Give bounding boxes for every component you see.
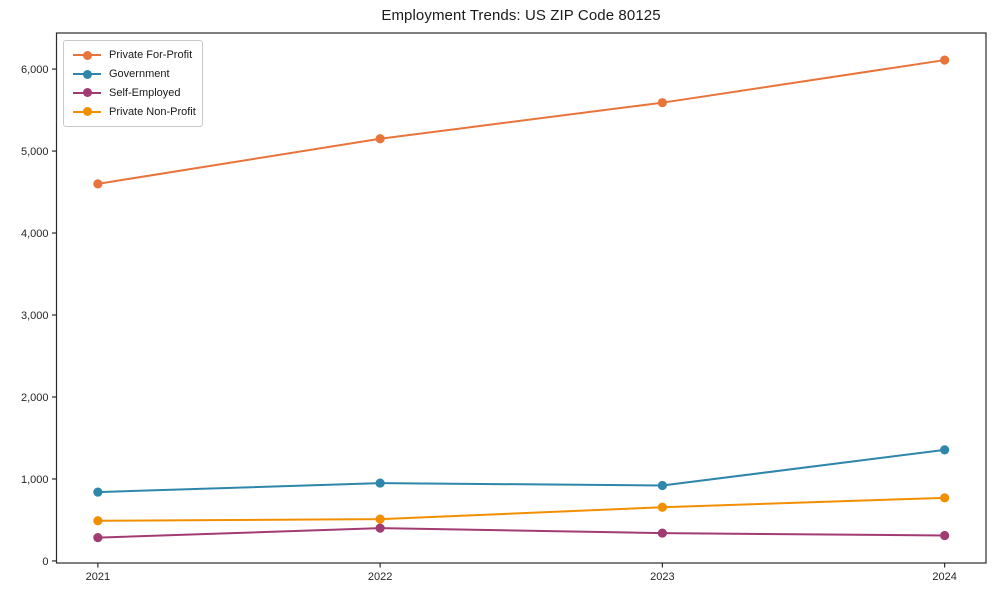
y-axis-tick-label: 3,000 [21, 310, 49, 322]
legend-item-private-for-profit: Private For-Profit [73, 46, 194, 65]
data-point-private-non-profit [375, 514, 385, 524]
chart-title: Employment Trends: US ZIP Code 80125 [381, 7, 661, 24]
data-point-self-employed [940, 530, 950, 541]
series-line-private-for-profit [96, 59, 946, 185]
legend-item-self-employed: Self-Employed [73, 84, 194, 103]
data-point-government [375, 478, 385, 488]
legend-label-government: Government [109, 68, 170, 81]
y-axis-tick-label: 2,000 [21, 392, 49, 404]
x-axis-tick-label: 2023 [650, 571, 674, 583]
legend-item-private-non-profit: Private Non-Profit [73, 102, 196, 121]
data-point-private-non-profit [940, 493, 950, 503]
x-axis-tick-label: 2021 [86, 571, 110, 583]
data-point-self-employed [375, 523, 385, 533]
data-point-private-for-profit [940, 55, 950, 65]
y-axis-tick-label: 4,000 [21, 228, 49, 240]
series-line-self-employed [96, 527, 946, 539]
series-line-private-non-profit [96, 496, 946, 522]
legend-label-self-employed: Self-Employed [109, 86, 181, 99]
legend-label-private-for-profit: Private For-Profit [109, 49, 193, 62]
legend-line-marker-government [73, 69, 101, 80]
legend-line-marker-private-non-profit [73, 106, 101, 117]
y-axis-tick-label: 1,000 [21, 474, 49, 486]
legend-line-marker-private-for-profit [73, 50, 101, 61]
data-point-private-non-profit [93, 516, 103, 526]
y-axis-tick-label: 6,000 [21, 64, 49, 76]
y-axis-tick-label: 5,000 [21, 146, 49, 158]
legend-item-government: Government [73, 65, 194, 84]
data-point-private-for-profit [375, 134, 385, 144]
data-point-government [940, 445, 950, 455]
plot-border [55, 32, 987, 564]
data-point-private-for-profit [657, 98, 667, 108]
legend-line-marker-self-employed [73, 87, 101, 98]
data-point-private-non-profit [657, 502, 667, 512]
data-point-private-for-profit [93, 179, 103, 189]
x-axis-tick-label: 2024 [932, 571, 956, 583]
y-axis-tick-label: 0 [42, 556, 48, 568]
data-point-government [657, 480, 667, 491]
chart-legend: Private For-Profit Government Self-Emplo… [63, 40, 203, 127]
series-line-government [96, 448, 946, 494]
x-axis-tick-label: 2022 [368, 571, 392, 583]
data-point-self-employed [657, 528, 667, 538]
data-point-government [93, 487, 103, 497]
data-point-self-employed [93, 532, 103, 543]
legend-label-private-non-profit: Private Non-Profit [109, 105, 196, 118]
